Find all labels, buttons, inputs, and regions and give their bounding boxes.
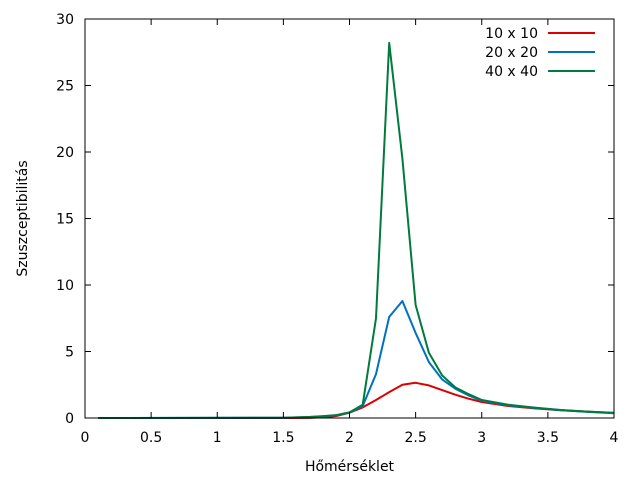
- x-tick-label: 2: [345, 430, 354, 446]
- x-tick-label: 0: [81, 430, 90, 446]
- tick-layer: 0 0.5 1 1.5 2 2.5 3 3.5 4 0 5 10 15 20 25 30: [56, 12, 618, 446]
- series-layer: [98, 41, 615, 419]
- legend-label: 20 x 20: [485, 45, 538, 61]
- legend-label: 40 x 40: [485, 64, 538, 80]
- y-tick-label: 25: [56, 79, 74, 95]
- legend-label: 10 x 10: [485, 26, 538, 42]
- series-line-40x40: [98, 41, 615, 419]
- y-axis-label: Szuszceptibilitás: [15, 160, 31, 276]
- x-axis-label: Hőmérséklet: [305, 459, 395, 475]
- x-tick-label: 1.5: [272, 430, 294, 446]
- y-tick-label: 0: [65, 411, 74, 427]
- x-tick-label: 2.5: [404, 430, 426, 446]
- y-tick-label: 5: [65, 345, 74, 361]
- x-tick-label: 3.5: [537, 430, 559, 446]
- legend: 10 x 10 20 x 20 40 x 40: [485, 26, 595, 80]
- x-tick-label: 0.5: [140, 430, 162, 446]
- y-tick-label: 10: [56, 278, 74, 294]
- y-tick-label: 20: [56, 145, 74, 161]
- y-tick-label: 30: [56, 12, 74, 28]
- series-line-20x20: [98, 300, 615, 419]
- x-tick-label: 3: [477, 430, 486, 446]
- y-tick-label: 15: [56, 212, 74, 228]
- series-line-10x10: [98, 381, 615, 419]
- x-tick-label: 4: [610, 430, 619, 446]
- x-tick-label: 1: [213, 430, 222, 446]
